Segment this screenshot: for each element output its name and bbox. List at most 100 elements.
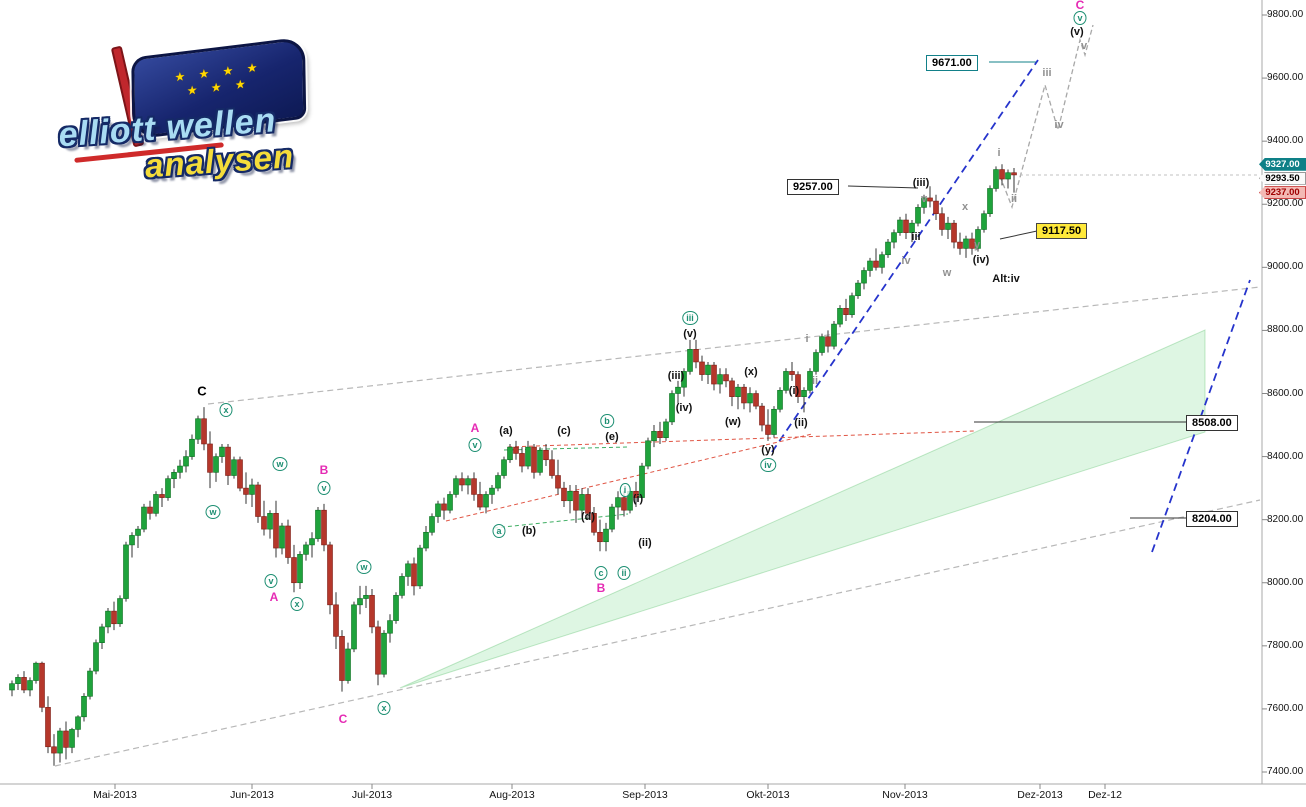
candle-body: [201, 418, 207, 445]
candle-body: [675, 386, 681, 394]
candle-body: [411, 563, 417, 587]
callout-line: [999, 230, 1038, 240]
candle-body: [399, 576, 405, 596]
candle-body: [51, 746, 57, 754]
candle-body: [501, 459, 507, 476]
candle-body: [777, 390, 783, 410]
candle-body: [27, 680, 33, 691]
candle-body: [261, 516, 267, 530]
candle-body: [21, 677, 27, 691]
candle-body: [321, 509, 327, 546]
candle-body: [615, 497, 621, 508]
candle-body: [267, 513, 273, 530]
candle-body: [747, 393, 753, 404]
candle-body: [357, 598, 363, 606]
candle-body: [627, 490, 633, 511]
candle-body: [69, 729, 75, 748]
green-triangle-lower-dashed: [493, 513, 629, 529]
candle-body: [921, 197, 927, 208]
green-target-zone: [399, 329, 1206, 689]
candle-body: [159, 494, 165, 498]
candle-body: [273, 513, 279, 549]
candle-body: [933, 200, 939, 215]
candle-body: [735, 386, 741, 397]
candle-body: [249, 484, 255, 495]
candle-body: [171, 472, 177, 479]
candle-body: [609, 506, 615, 530]
candle-body: [771, 408, 777, 435]
candle-body: [441, 503, 447, 511]
candle-body: [153, 494, 159, 514]
candle-body: [585, 494, 591, 514]
candle-body: [909, 222, 915, 233]
candle-body: [801, 390, 807, 397]
candle-body: [489, 487, 495, 495]
candle-body: [423, 531, 429, 549]
gray-projection-path: [999, 24, 1094, 210]
candle-body: [759, 405, 765, 426]
candle-body: [81, 695, 87, 718]
candle-body: [687, 349, 693, 372]
candle-body: [957, 241, 963, 249]
candle-body: [663, 421, 669, 438]
candle-body: [63, 730, 69, 748]
candle-body: [591, 513, 597, 533]
candle-body: [729, 380, 735, 397]
candle-body: [915, 207, 921, 224]
candle-body: [873, 260, 879, 268]
candle-body: [417, 547, 423, 587]
candle-body: [549, 459, 555, 476]
candle-body: [525, 446, 531, 467]
candle-body: [813, 352, 819, 372]
candle-body: [333, 604, 339, 637]
candle-body: [477, 494, 483, 508]
red-resistance-dashed: [507, 430, 975, 448]
candle-body: [879, 254, 885, 268]
candle-body: [111, 610, 117, 625]
candle-body: [897, 219, 903, 233]
candle-body: [381, 632, 387, 675]
candle-body: [783, 371, 789, 391]
candle-body: [819, 336, 825, 353]
candle-body: [351, 604, 357, 650]
candle-body: [927, 197, 933, 202]
candle-body: [903, 219, 909, 233]
candle-body: [603, 528, 609, 543]
candle-body: [93, 642, 99, 672]
candle-body: [717, 374, 723, 385]
candle-body: [165, 478, 171, 498]
candle-body: [327, 544, 333, 606]
candle-body: [297, 554, 303, 584]
candle-body: [405, 563, 411, 577]
candle-body: [219, 446, 225, 457]
candle-body: [9, 683, 15, 691]
candle-body: [537, 449, 543, 473]
candle-body: [255, 484, 261, 517]
candle-body: [243, 487, 249, 495]
candle-body: [807, 371, 813, 391]
candle-body: [183, 456, 189, 467]
candle-body: [645, 440, 651, 467]
candle-body: [33, 662, 39, 681]
candle-body: [147, 506, 153, 514]
candle-body: [345, 648, 351, 681]
blue-channel-support: [771, 59, 1039, 453]
candle-body: [975, 229, 981, 249]
candle-body: [75, 716, 81, 730]
candle-body: [657, 431, 663, 438]
candle-body: [861, 270, 867, 284]
candle-body: [225, 446, 231, 476]
green-triangle-upper-dashed: [503, 446, 629, 451]
candle-body: [837, 308, 843, 325]
candle-body: [237, 459, 243, 489]
candle-body: [519, 453, 525, 467]
candle-body: [969, 238, 975, 249]
candle-body: [507, 446, 513, 461]
candle-body: [573, 490, 579, 511]
candle-body: [555, 475, 561, 489]
candle-body: [855, 282, 861, 297]
candle-body: [483, 494, 489, 508]
candle-body: [99, 626, 105, 643]
candle-body: [993, 169, 999, 189]
